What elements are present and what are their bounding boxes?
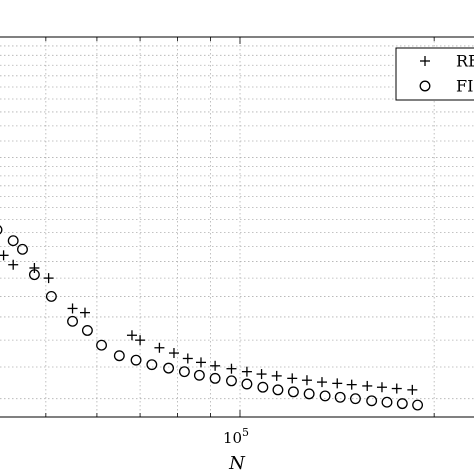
x-tick-label: 105 bbox=[223, 426, 249, 447]
data-point-re bbox=[195, 357, 206, 368]
legend-label-re: RE bbox=[456, 52, 474, 71]
data-point-fi bbox=[303, 388, 315, 400]
x-axis-label: N bbox=[228, 453, 246, 474]
data-markers bbox=[0, 225, 424, 411]
legend-marker-re bbox=[420, 56, 430, 66]
data-point-re bbox=[241, 366, 252, 377]
data-point-fi bbox=[96, 339, 107, 351]
data-point-re bbox=[79, 307, 90, 318]
data-point-fi bbox=[45, 290, 57, 302]
data-point-re bbox=[362, 380, 373, 391]
data-point-fi bbox=[81, 325, 93, 336]
axis-ticks bbox=[45, 37, 435, 417]
data-point-fi bbox=[412, 399, 424, 411]
data-point-fi bbox=[146, 359, 158, 371]
data-point-fi bbox=[178, 366, 190, 378]
series-re bbox=[0, 250, 418, 395]
data-point-fi bbox=[67, 315, 78, 327]
data-point-re bbox=[43, 273, 54, 284]
data-point-re bbox=[168, 348, 179, 359]
legend-label-fi: FI bbox=[456, 77, 473, 96]
data-point-re bbox=[346, 379, 357, 390]
data-point-fi bbox=[349, 393, 361, 405]
data-point-fi bbox=[241, 378, 253, 390]
data-point-fi bbox=[226, 375, 237, 387]
data-point-re bbox=[182, 353, 193, 364]
legend-entry-fi: FI bbox=[419, 77, 473, 96]
legend-marker-fi bbox=[419, 80, 431, 92]
data-point-re bbox=[407, 384, 418, 395]
data-point-fi bbox=[396, 398, 408, 410]
data-point-fi bbox=[381, 396, 393, 408]
data-point-re bbox=[126, 330, 137, 341]
legend-box bbox=[395, 47, 474, 101]
data-point-fi bbox=[209, 372, 221, 384]
data-point-fi bbox=[163, 362, 175, 374]
legend: RE FI bbox=[395, 47, 474, 101]
data-point-fi bbox=[366, 395, 378, 407]
legend-entries: RE FI bbox=[419, 52, 474, 96]
data-point-fi bbox=[0, 225, 3, 235]
data-point-fi bbox=[257, 381, 269, 393]
data-point-fi bbox=[272, 384, 284, 396]
plot-frame bbox=[0, 36, 474, 418]
data-point-fi bbox=[28, 269, 40, 281]
data-point-re bbox=[29, 262, 40, 273]
data-point-re bbox=[332, 378, 343, 389]
data-point-re bbox=[391, 383, 402, 394]
data-point-re bbox=[301, 375, 312, 386]
x-tick-labels: 105 bbox=[223, 426, 249, 447]
data-point-fi bbox=[130, 354, 142, 366]
data-point-re bbox=[376, 382, 387, 393]
data-point-fi bbox=[319, 390, 331, 402]
data-point-fi bbox=[113, 350, 125, 362]
data-point-fi bbox=[334, 391, 346, 403]
data-point-fi bbox=[287, 386, 299, 398]
data-point-re bbox=[287, 373, 298, 384]
data-point-re bbox=[8, 259, 19, 270]
data-point-re bbox=[316, 377, 327, 388]
data-point-re bbox=[67, 303, 78, 314]
data-point-re bbox=[154, 342, 165, 353]
series-fi bbox=[0, 225, 424, 411]
data-point-re bbox=[135, 335, 146, 346]
data-point-fi bbox=[7, 235, 19, 247]
data-point-fi bbox=[17, 243, 28, 255]
legend-entry-re: RE bbox=[420, 52, 474, 71]
data-point-re bbox=[256, 369, 267, 380]
data-point-re bbox=[0, 250, 9, 261]
data-point-re bbox=[226, 363, 237, 374]
data-point-re bbox=[271, 370, 282, 381]
data-point-fi bbox=[193, 369, 205, 381]
data-point-re bbox=[210, 360, 221, 371]
